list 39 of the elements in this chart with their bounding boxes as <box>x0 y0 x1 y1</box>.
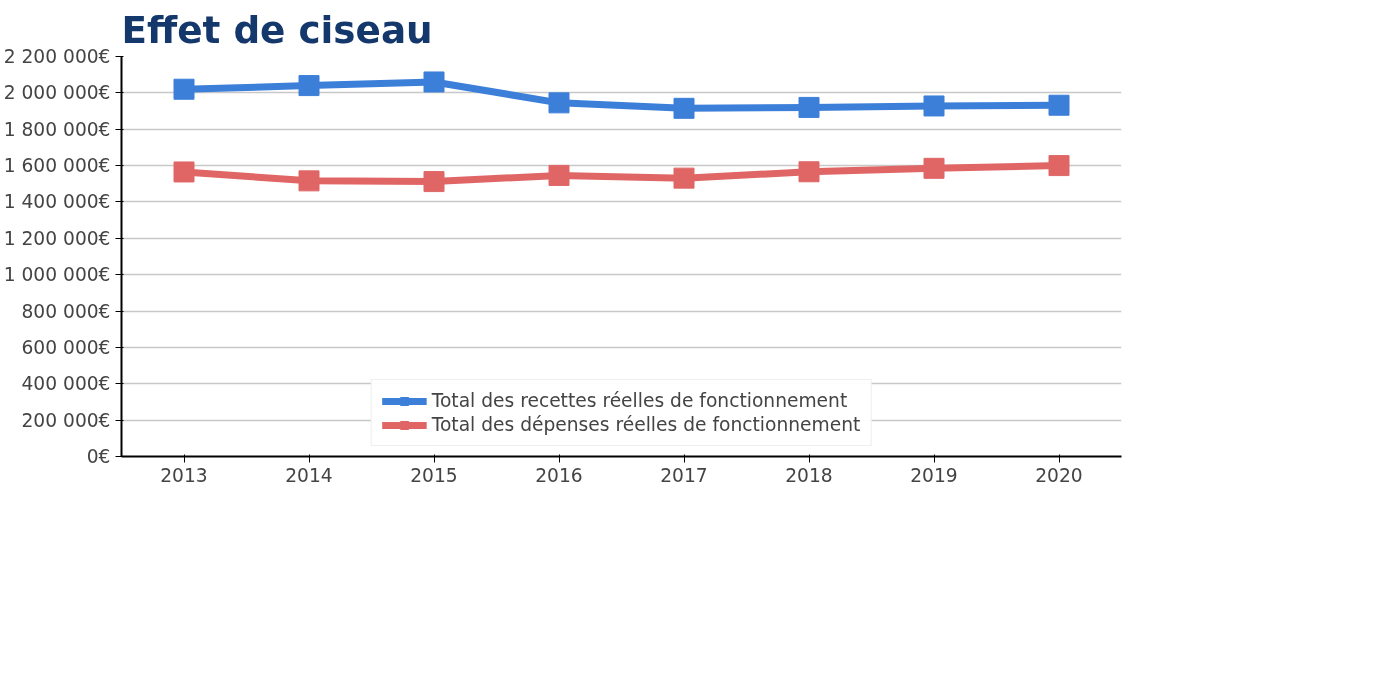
point <box>1048 94 1070 116</box>
y-tick-label: 800 000€ <box>21 300 111 322</box>
point <box>423 71 445 93</box>
point <box>923 157 945 179</box>
legend-label: Total des dépenses réelles de fonctionnement <box>431 414 861 435</box>
point <box>923 95 945 117</box>
point <box>298 170 320 192</box>
chart-title: Effet de ciseau <box>121 7 433 52</box>
x-tick-label: 2017 <box>660 464 708 486</box>
point <box>1048 155 1070 177</box>
point <box>548 164 570 186</box>
x-tick-label: 2020 <box>1035 464 1083 486</box>
point <box>423 171 445 193</box>
point <box>173 161 195 183</box>
y-tick-label: 200 000€ <box>21 409 111 431</box>
x-tick-label: 2014 <box>285 464 333 486</box>
point <box>673 167 695 189</box>
point <box>173 78 195 100</box>
x-tick-label: 2013 <box>160 464 208 486</box>
x-tick-label: 2016 <box>535 464 583 486</box>
y-tick-label: 0€ <box>86 446 111 467</box>
y-tick-label: 1 000 000€ <box>3 264 111 286</box>
point <box>798 96 820 118</box>
y-tick-label: 2 000 000€ <box>3 82 111 104</box>
legend-label: Total des recettes réelles de fonctionnement <box>431 390 848 411</box>
x-tick-label: 2018 <box>785 464 833 486</box>
y-tick-label: 1 800 000€ <box>3 118 111 140</box>
y-tick-label: 400 000€ <box>21 373 111 395</box>
y-tick-label: 600 000€ <box>21 336 111 358</box>
point <box>548 92 570 114</box>
x-tick-label: 2019 <box>910 464 958 486</box>
x-tick-label: 2015 <box>410 464 458 486</box>
point <box>298 75 320 97</box>
y-tick-label: 1 200 000€ <box>3 227 111 249</box>
point <box>673 97 695 119</box>
point <box>798 161 820 183</box>
y-tick-label: 1 600 000€ <box>3 155 111 177</box>
y-tick-label: 2 200 000€ <box>3 46 111 67</box>
y-tick-label: 1 400 000€ <box>3 191 111 213</box>
